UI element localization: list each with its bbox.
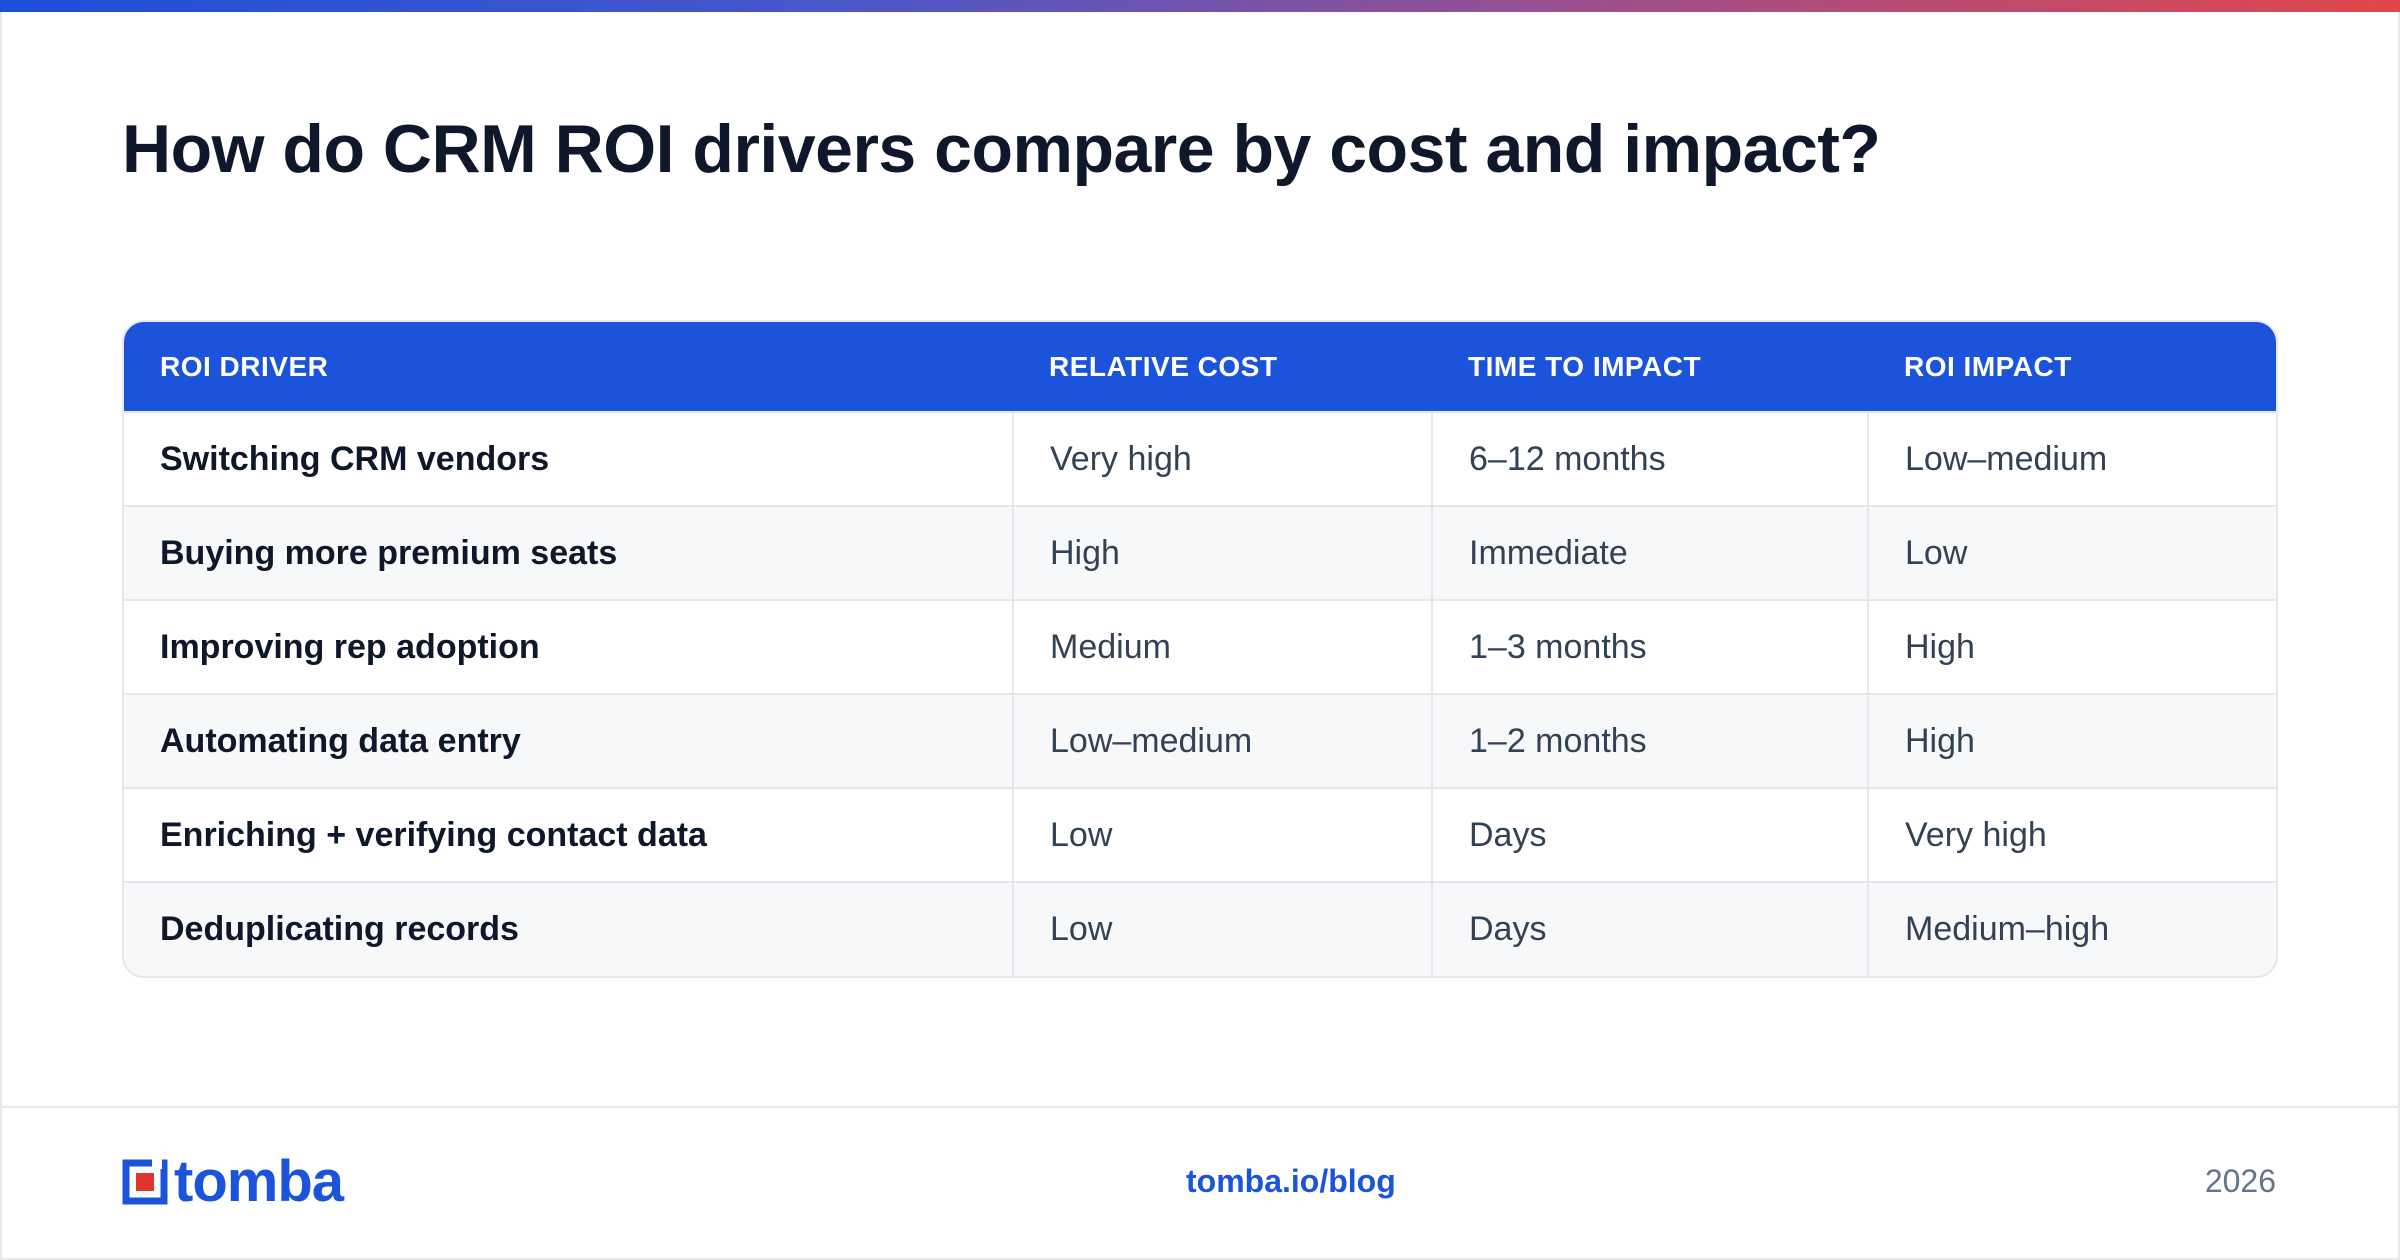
gradient-top-bar [0, 0, 2400, 12]
blog-link[interactable]: tomba.io/blog [1186, 1163, 1396, 1199]
roi-driver-cell: Improving rep adoption [124, 599, 1013, 694]
table-row: Switching CRM vendors Very high 6–12 mon… [124, 411, 2276, 506]
relative-cost-cell: Low [1012, 881, 1432, 976]
page-title: How do CRM ROI drivers compare by cost a… [122, 111, 1881, 187]
time-to-impact-cell: 6–12 months [1431, 411, 1868, 506]
tomba-logo[interactable]: tomba [122, 1149, 344, 1214]
tomba-logo-icon [122, 1159, 168, 1205]
relative-cost-cell: Low–medium [1012, 693, 1432, 788]
relative-cost-cell: Low [1012, 787, 1432, 882]
column-header-roi-impact: ROI IMPACT [1904, 350, 2072, 382]
roi-impact-cell: High [1867, 599, 2276, 694]
table-header-row: ROI DRIVER RELATIVE COST TIME TO IMPACT … [124, 322, 2276, 412]
time-to-impact-cell: 1–2 months [1431, 693, 1868, 788]
footer-divider [0, 1106, 2400, 1108]
roi-impact-cell: Low–medium [1867, 411, 2276, 506]
column-header-time-to-impact: TIME TO IMPACT [1468, 350, 1702, 382]
relative-cost-cell: Medium [1012, 599, 1432, 694]
roi-driver-cell: Buying more premium seats [124, 505, 1013, 600]
table-row: Enriching + verifying contact data Low D… [124, 787, 2276, 882]
table-row: Automating data entry Low–medium 1–2 mon… [124, 693, 2276, 788]
column-header-relative-cost: RELATIVE COST [1049, 350, 1278, 382]
roi-impact-cell: Medium–high [1867, 881, 2276, 976]
roi-driver-cell: Enriching + verifying contact data [124, 787, 1013, 882]
roi-impact-cell: Very high [1867, 787, 2276, 882]
relative-cost-cell: Very high [1012, 411, 1432, 506]
roi-impact-cell: Low [1867, 505, 2276, 600]
relative-cost-cell: High [1012, 505, 1432, 600]
roi-driver-cell: Deduplicating records [124, 881, 1013, 976]
comparison-table: ROI DRIVER RELATIVE COST TIME TO IMPACT … [122, 320, 2278, 978]
logo-wordmark: tomba [174, 1149, 344, 1214]
roi-driver-cell: Switching CRM vendors [124, 411, 1013, 506]
table-row: Improving rep adoption Medium 1–3 months… [124, 599, 2276, 694]
table-row: Deduplicating records Low Days Medium–hi… [124, 881, 2276, 976]
roi-driver-cell: Automating data entry [124, 693, 1013, 788]
time-to-impact-cell: Immediate [1431, 505, 1868, 600]
table-row: Buying more premium seats High Immediate… [124, 505, 2276, 600]
column-header-roi-driver: ROI DRIVER [160, 350, 329, 382]
roi-impact-cell: High [1867, 693, 2276, 788]
time-to-impact-cell: Days [1431, 787, 1868, 882]
time-to-impact-cell: Days [1431, 881, 1868, 976]
time-to-impact-cell: 1–3 months [1431, 599, 1868, 694]
footer-year: 2026 [2204, 1163, 2276, 1199]
